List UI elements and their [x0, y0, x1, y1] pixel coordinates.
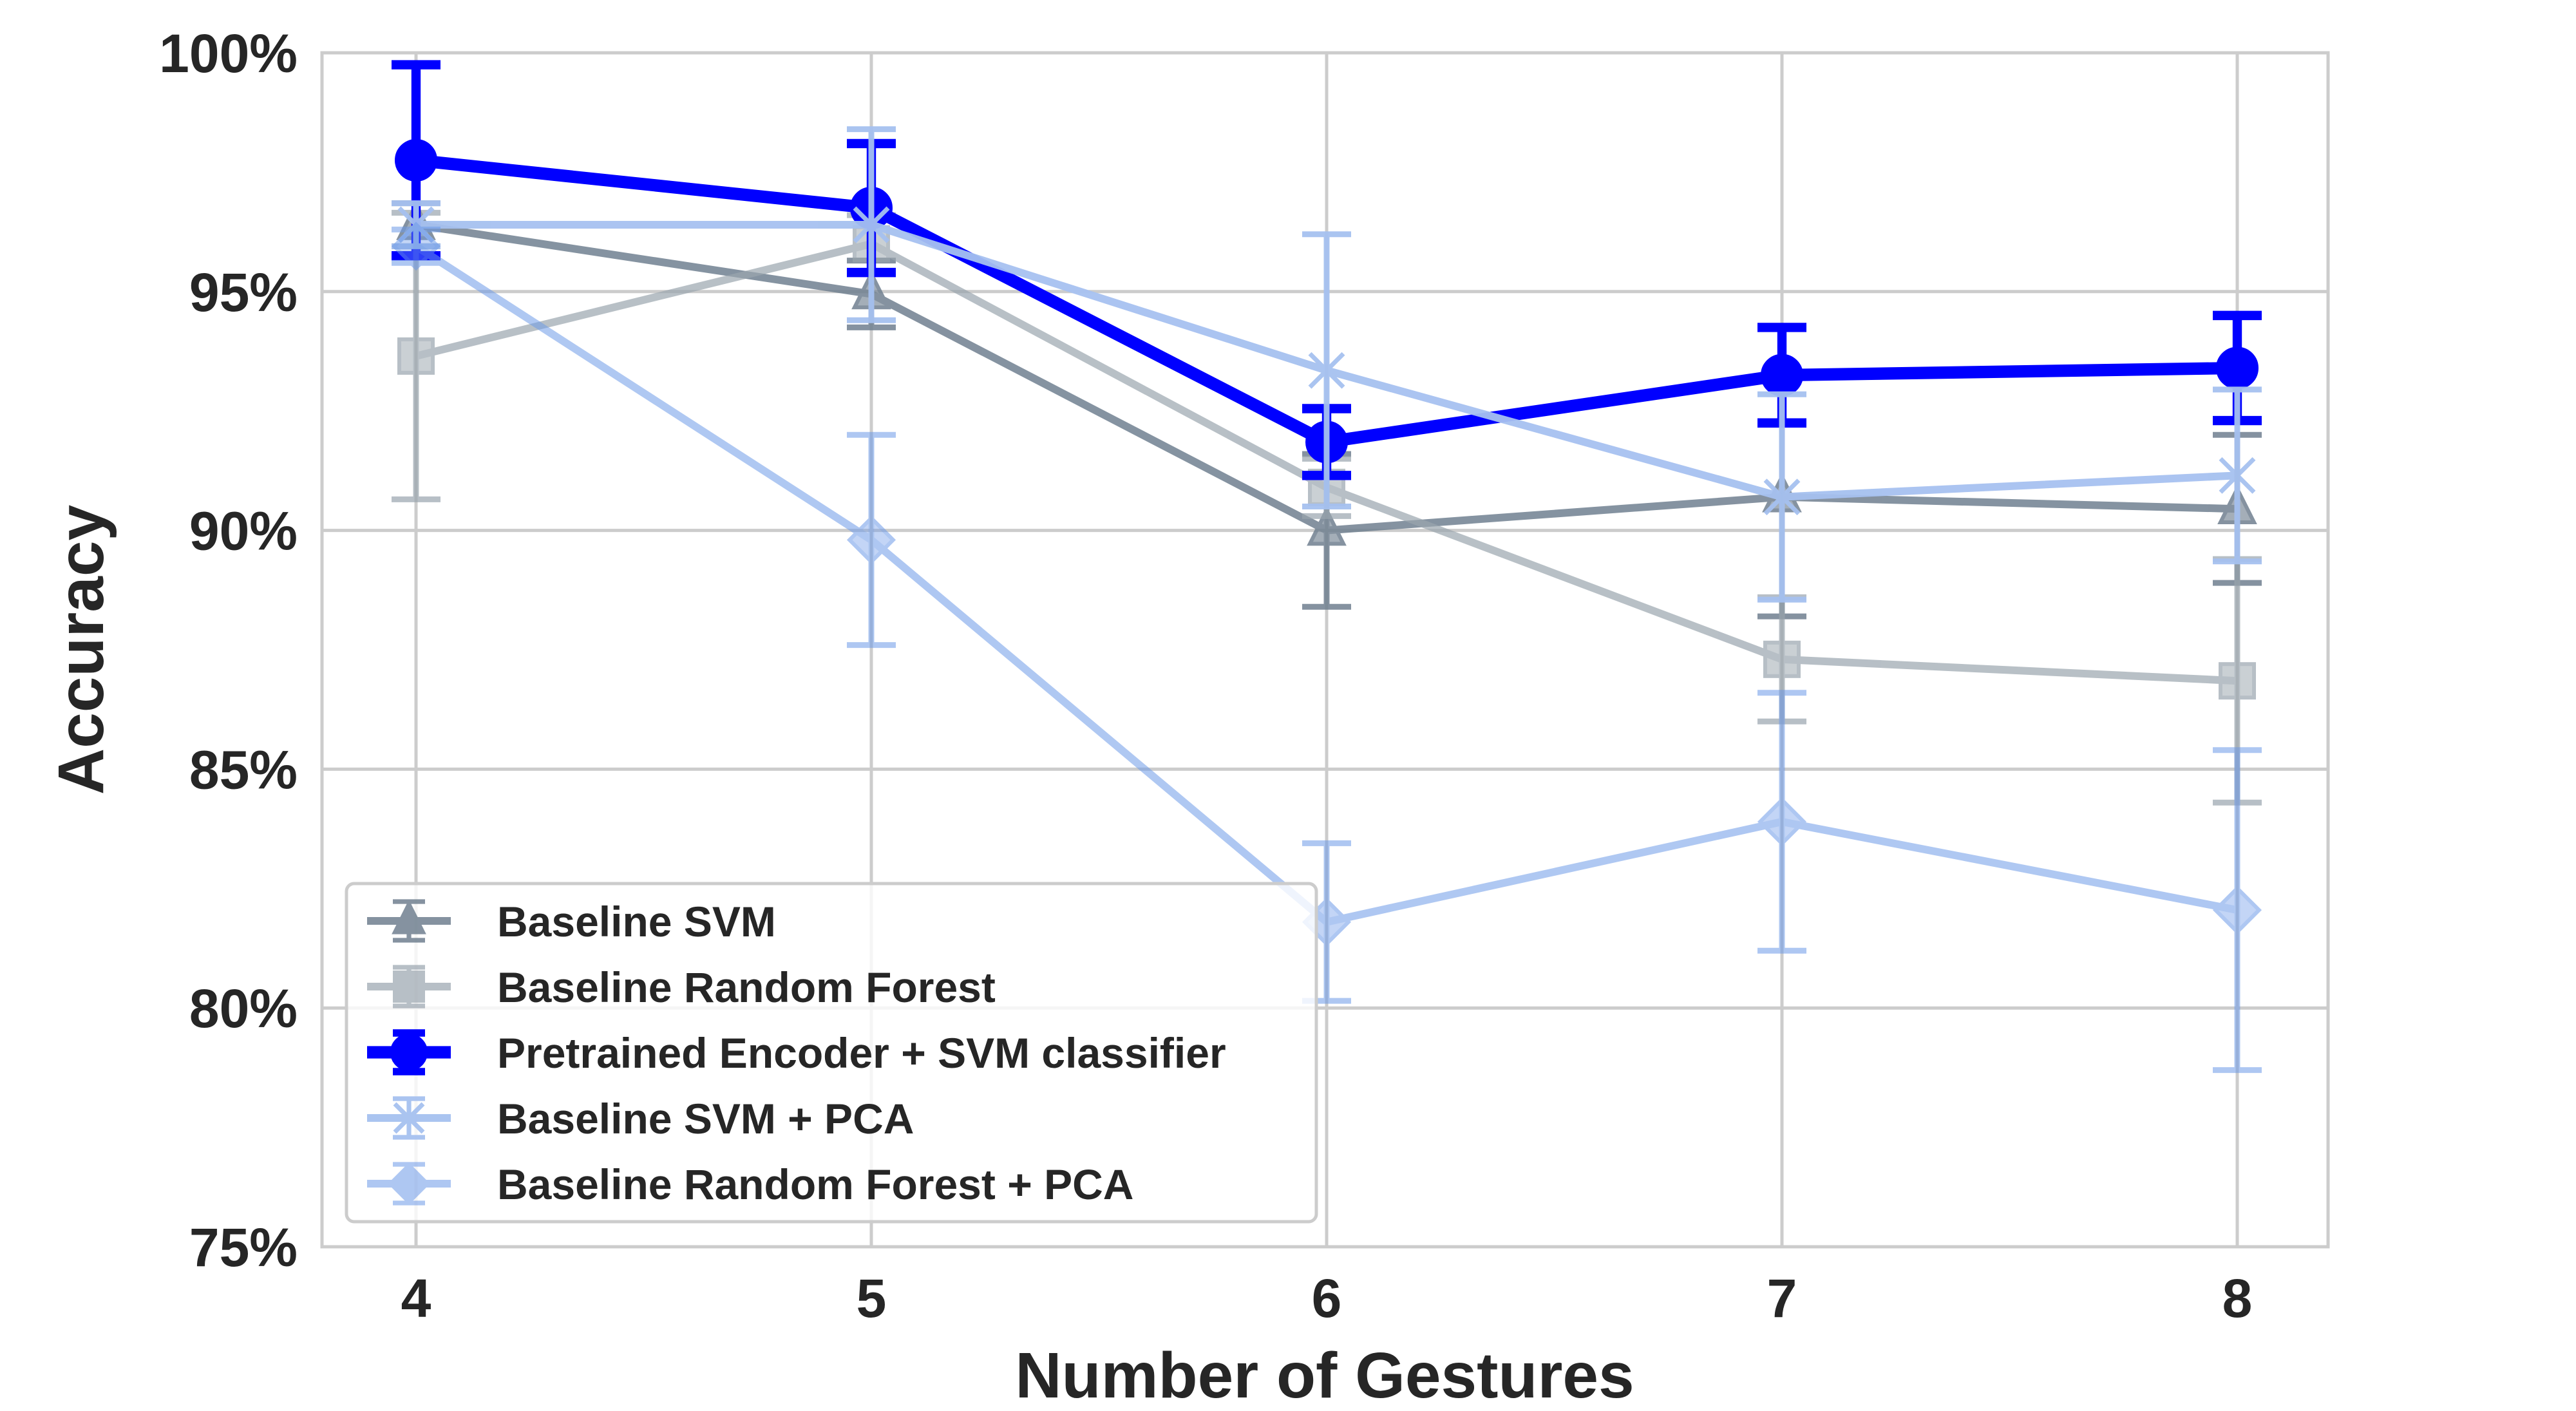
legend-label: Baseline Random Forest + PCA — [497, 1160, 1133, 1208]
legend-marker-x-icon — [393, 1102, 425, 1134]
x-tick-label: 6 — [1312, 1268, 1342, 1329]
series-baseline-svm-pca — [392, 126, 2262, 603]
data-point — [1307, 506, 1347, 546]
data-point — [1763, 640, 1801, 678]
data-point — [1757, 797, 1807, 847]
data-point — [395, 138, 437, 182]
data-point — [853, 206, 890, 243]
data-point — [2219, 662, 2256, 700]
data-point — [1761, 354, 1803, 397]
y-tick-label: 90% — [189, 501, 298, 562]
plot-frame — [320, 51, 2330, 1249]
data-point — [1308, 352, 1345, 389]
y-axis-label: Accuracy — [45, 504, 117, 795]
legend-entry-baseline-svm — [367, 899, 451, 943]
data-point — [846, 515, 896, 565]
x-tick-label: 5 — [857, 1268, 887, 1329]
legend-entry-baseline-random-forest-pca — [367, 1162, 451, 1206]
series-baseline-random-forest-pca — [391, 222, 2262, 1074]
y-tick-label: 95% — [189, 262, 298, 323]
x-tick-label: 7 — [1767, 1268, 1797, 1329]
legend-label: Baseline SVM — [497, 898, 776, 945]
x-tick-label: 8 — [2222, 1268, 2253, 1329]
legend-entry-pretrained-encoder-svm-classifier — [367, 1029, 451, 1075]
series-layer — [391, 60, 2262, 1074]
legend-label: Baseline Random Forest — [497, 963, 996, 1011]
legend-label: Pretrained Encoder + SVM classifier — [497, 1029, 1226, 1077]
y-tick-label: 85% — [189, 739, 298, 800]
x-tick-labels: 4 5 6 7 8 — [401, 1268, 2253, 1329]
data-point — [391, 222, 441, 271]
legend-marker-circle-icon — [390, 1034, 428, 1071]
data-point — [2212, 885, 2262, 935]
x-axis-label: Number of Gestures — [1015, 1340, 1634, 1411]
data-point — [1763, 478, 1801, 516]
legend: Baseline SVM Baseline Random Forest Pretra… — [345, 882, 1318, 1224]
legend-frame — [345, 882, 1318, 1224]
legend-marker-diamond-icon — [388, 1162, 430, 1205]
y-tick-labels: 75% 80% 85% 90% 95% 100% — [159, 23, 298, 1278]
legend-entry-baseline-svm-pca — [367, 1096, 451, 1140]
series-line — [413, 243, 2239, 926]
legend-label: Baseline SVM + PCA — [497, 1095, 914, 1142]
legend-marker-square-icon — [393, 971, 425, 1003]
y-tick-label: 100% — [159, 23, 298, 84]
legend-marker-triangle-icon — [392, 899, 426, 934]
y-tick-label: 75% — [189, 1217, 298, 1278]
data-point — [397, 337, 435, 375]
y-tick-label: 80% — [189, 978, 298, 1039]
x-tick-label: 4 — [401, 1268, 431, 1329]
legend-entry-baseline-random-forest — [367, 965, 451, 1009]
data-point — [2219, 457, 2256, 494]
data-point — [2216, 346, 2259, 390]
